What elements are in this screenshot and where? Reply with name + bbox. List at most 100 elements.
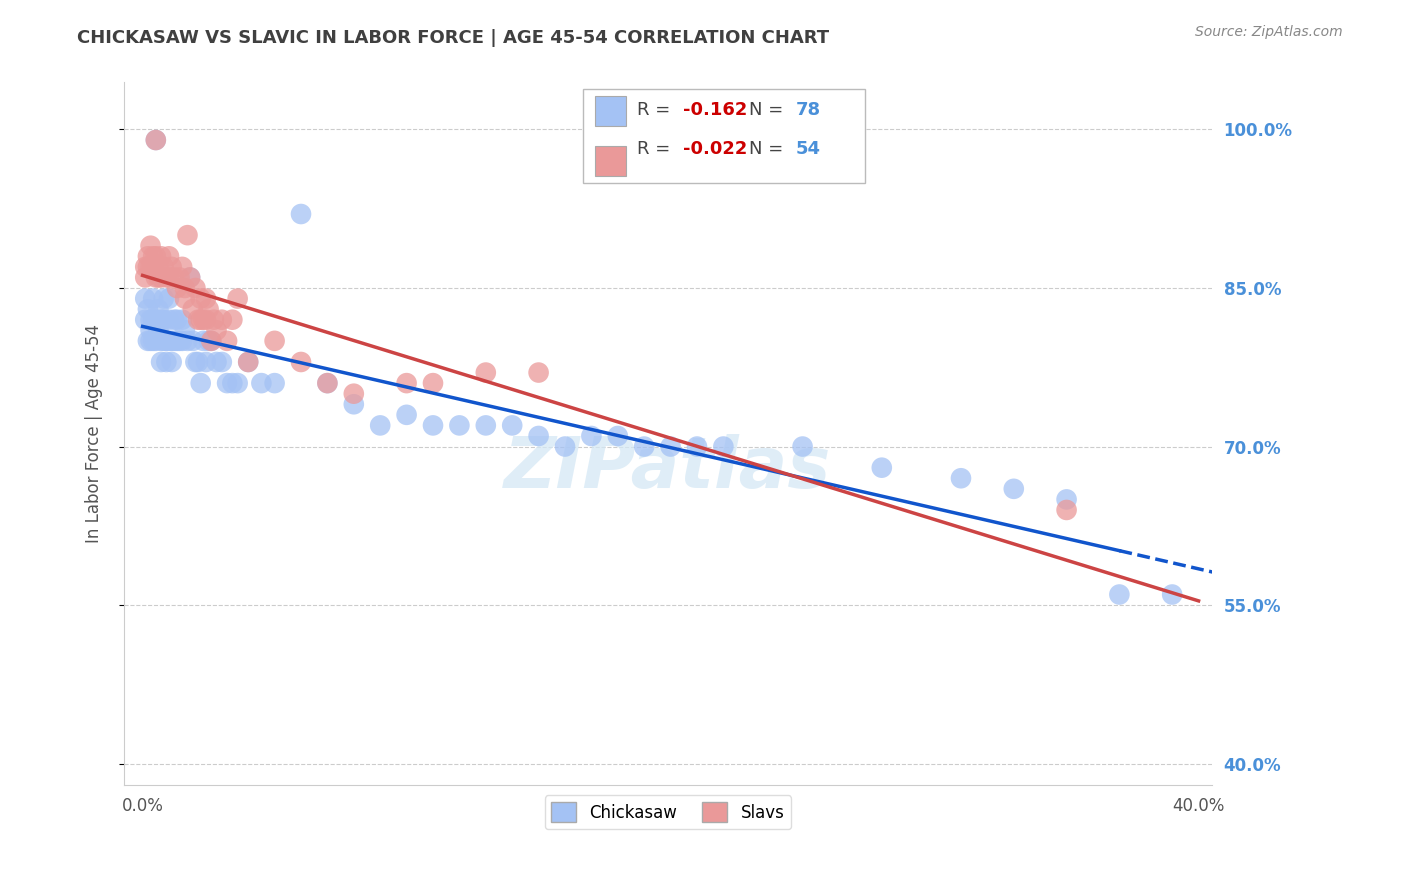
Point — [290, 355, 312, 369]
Point — [197, 302, 219, 317]
Point — [179, 270, 201, 285]
Point — [870, 460, 893, 475]
Point — [238, 355, 260, 369]
Point — [606, 429, 628, 443]
Y-axis label: In Labor Force | Age 45-54: In Labor Force | Age 45-54 — [86, 324, 103, 543]
Point — [179, 270, 201, 285]
Point — [211, 312, 233, 326]
Point — [290, 207, 312, 221]
Point — [148, 270, 170, 285]
Point — [157, 312, 180, 326]
Point — [148, 302, 170, 317]
Point — [659, 440, 682, 454]
Point — [160, 355, 183, 369]
Text: CHICKASAW VS SLAVIC IN LABOR FORCE | AGE 45-54 CORRELATION CHART: CHICKASAW VS SLAVIC IN LABOR FORCE | AGE… — [77, 29, 830, 46]
Point — [193, 312, 215, 326]
Point — [155, 270, 177, 285]
Point — [395, 376, 418, 391]
Point — [581, 429, 603, 443]
Point — [160, 260, 183, 274]
Point — [221, 376, 243, 391]
Point — [217, 376, 239, 391]
Point — [527, 366, 550, 380]
Text: 78: 78 — [796, 101, 821, 119]
Point — [163, 312, 186, 326]
Text: R =: R = — [637, 140, 676, 159]
Point — [152, 260, 174, 274]
Point — [190, 376, 212, 391]
Point — [422, 418, 444, 433]
Point — [686, 440, 709, 454]
Point — [139, 238, 162, 252]
Point — [368, 418, 391, 433]
Point — [190, 312, 212, 326]
Point — [155, 355, 177, 369]
Point — [949, 471, 972, 485]
Point — [194, 292, 217, 306]
Point — [250, 376, 273, 391]
Point — [166, 312, 188, 326]
Point — [157, 249, 180, 263]
Point — [205, 355, 228, 369]
Point — [343, 397, 366, 411]
Point — [197, 334, 219, 348]
Point — [172, 312, 194, 326]
Point — [792, 440, 814, 454]
Point — [142, 260, 165, 274]
Point — [217, 334, 239, 348]
Point — [139, 334, 162, 348]
Text: R =: R = — [637, 101, 676, 119]
Point — [713, 440, 735, 454]
Point — [145, 312, 167, 326]
Point — [173, 292, 195, 306]
Point — [134, 270, 156, 285]
Point — [169, 334, 191, 348]
Text: Source: ZipAtlas.com: Source: ZipAtlas.com — [1195, 25, 1343, 39]
Point — [139, 260, 162, 274]
Point — [166, 334, 188, 348]
Point — [157, 270, 180, 285]
Point — [142, 334, 165, 348]
Point — [172, 260, 194, 274]
Point — [200, 334, 222, 348]
Point — [150, 312, 173, 326]
Point — [145, 133, 167, 147]
Point — [150, 334, 173, 348]
Point — [187, 355, 209, 369]
Point — [134, 260, 156, 274]
Point — [554, 440, 576, 454]
Point — [150, 270, 173, 285]
Point — [139, 323, 162, 337]
Legend: Chickasaw, Slavs: Chickasaw, Slavs — [544, 796, 792, 830]
Point — [152, 334, 174, 348]
Point — [226, 376, 249, 391]
Point — [395, 408, 418, 422]
Point — [134, 312, 156, 326]
Point — [172, 334, 194, 348]
Point — [1002, 482, 1025, 496]
Point — [226, 292, 249, 306]
Point — [173, 281, 195, 295]
Point — [163, 334, 186, 348]
Point — [501, 418, 523, 433]
Point — [202, 312, 225, 326]
Point — [194, 312, 217, 326]
Point — [190, 292, 212, 306]
Point — [163, 270, 186, 285]
Point — [181, 334, 204, 348]
Point — [176, 228, 198, 243]
Point — [181, 302, 204, 317]
Point — [157, 334, 180, 348]
Point — [200, 334, 222, 348]
Point — [184, 281, 207, 295]
Point — [422, 376, 444, 391]
Point — [173, 323, 195, 337]
Point — [145, 133, 167, 147]
Point — [136, 334, 159, 348]
Point — [142, 312, 165, 326]
Point — [1056, 503, 1078, 517]
Point — [145, 270, 167, 285]
Text: N =: N = — [749, 140, 789, 159]
Point — [136, 249, 159, 263]
Text: ZIPatlas: ZIPatlas — [505, 434, 831, 503]
